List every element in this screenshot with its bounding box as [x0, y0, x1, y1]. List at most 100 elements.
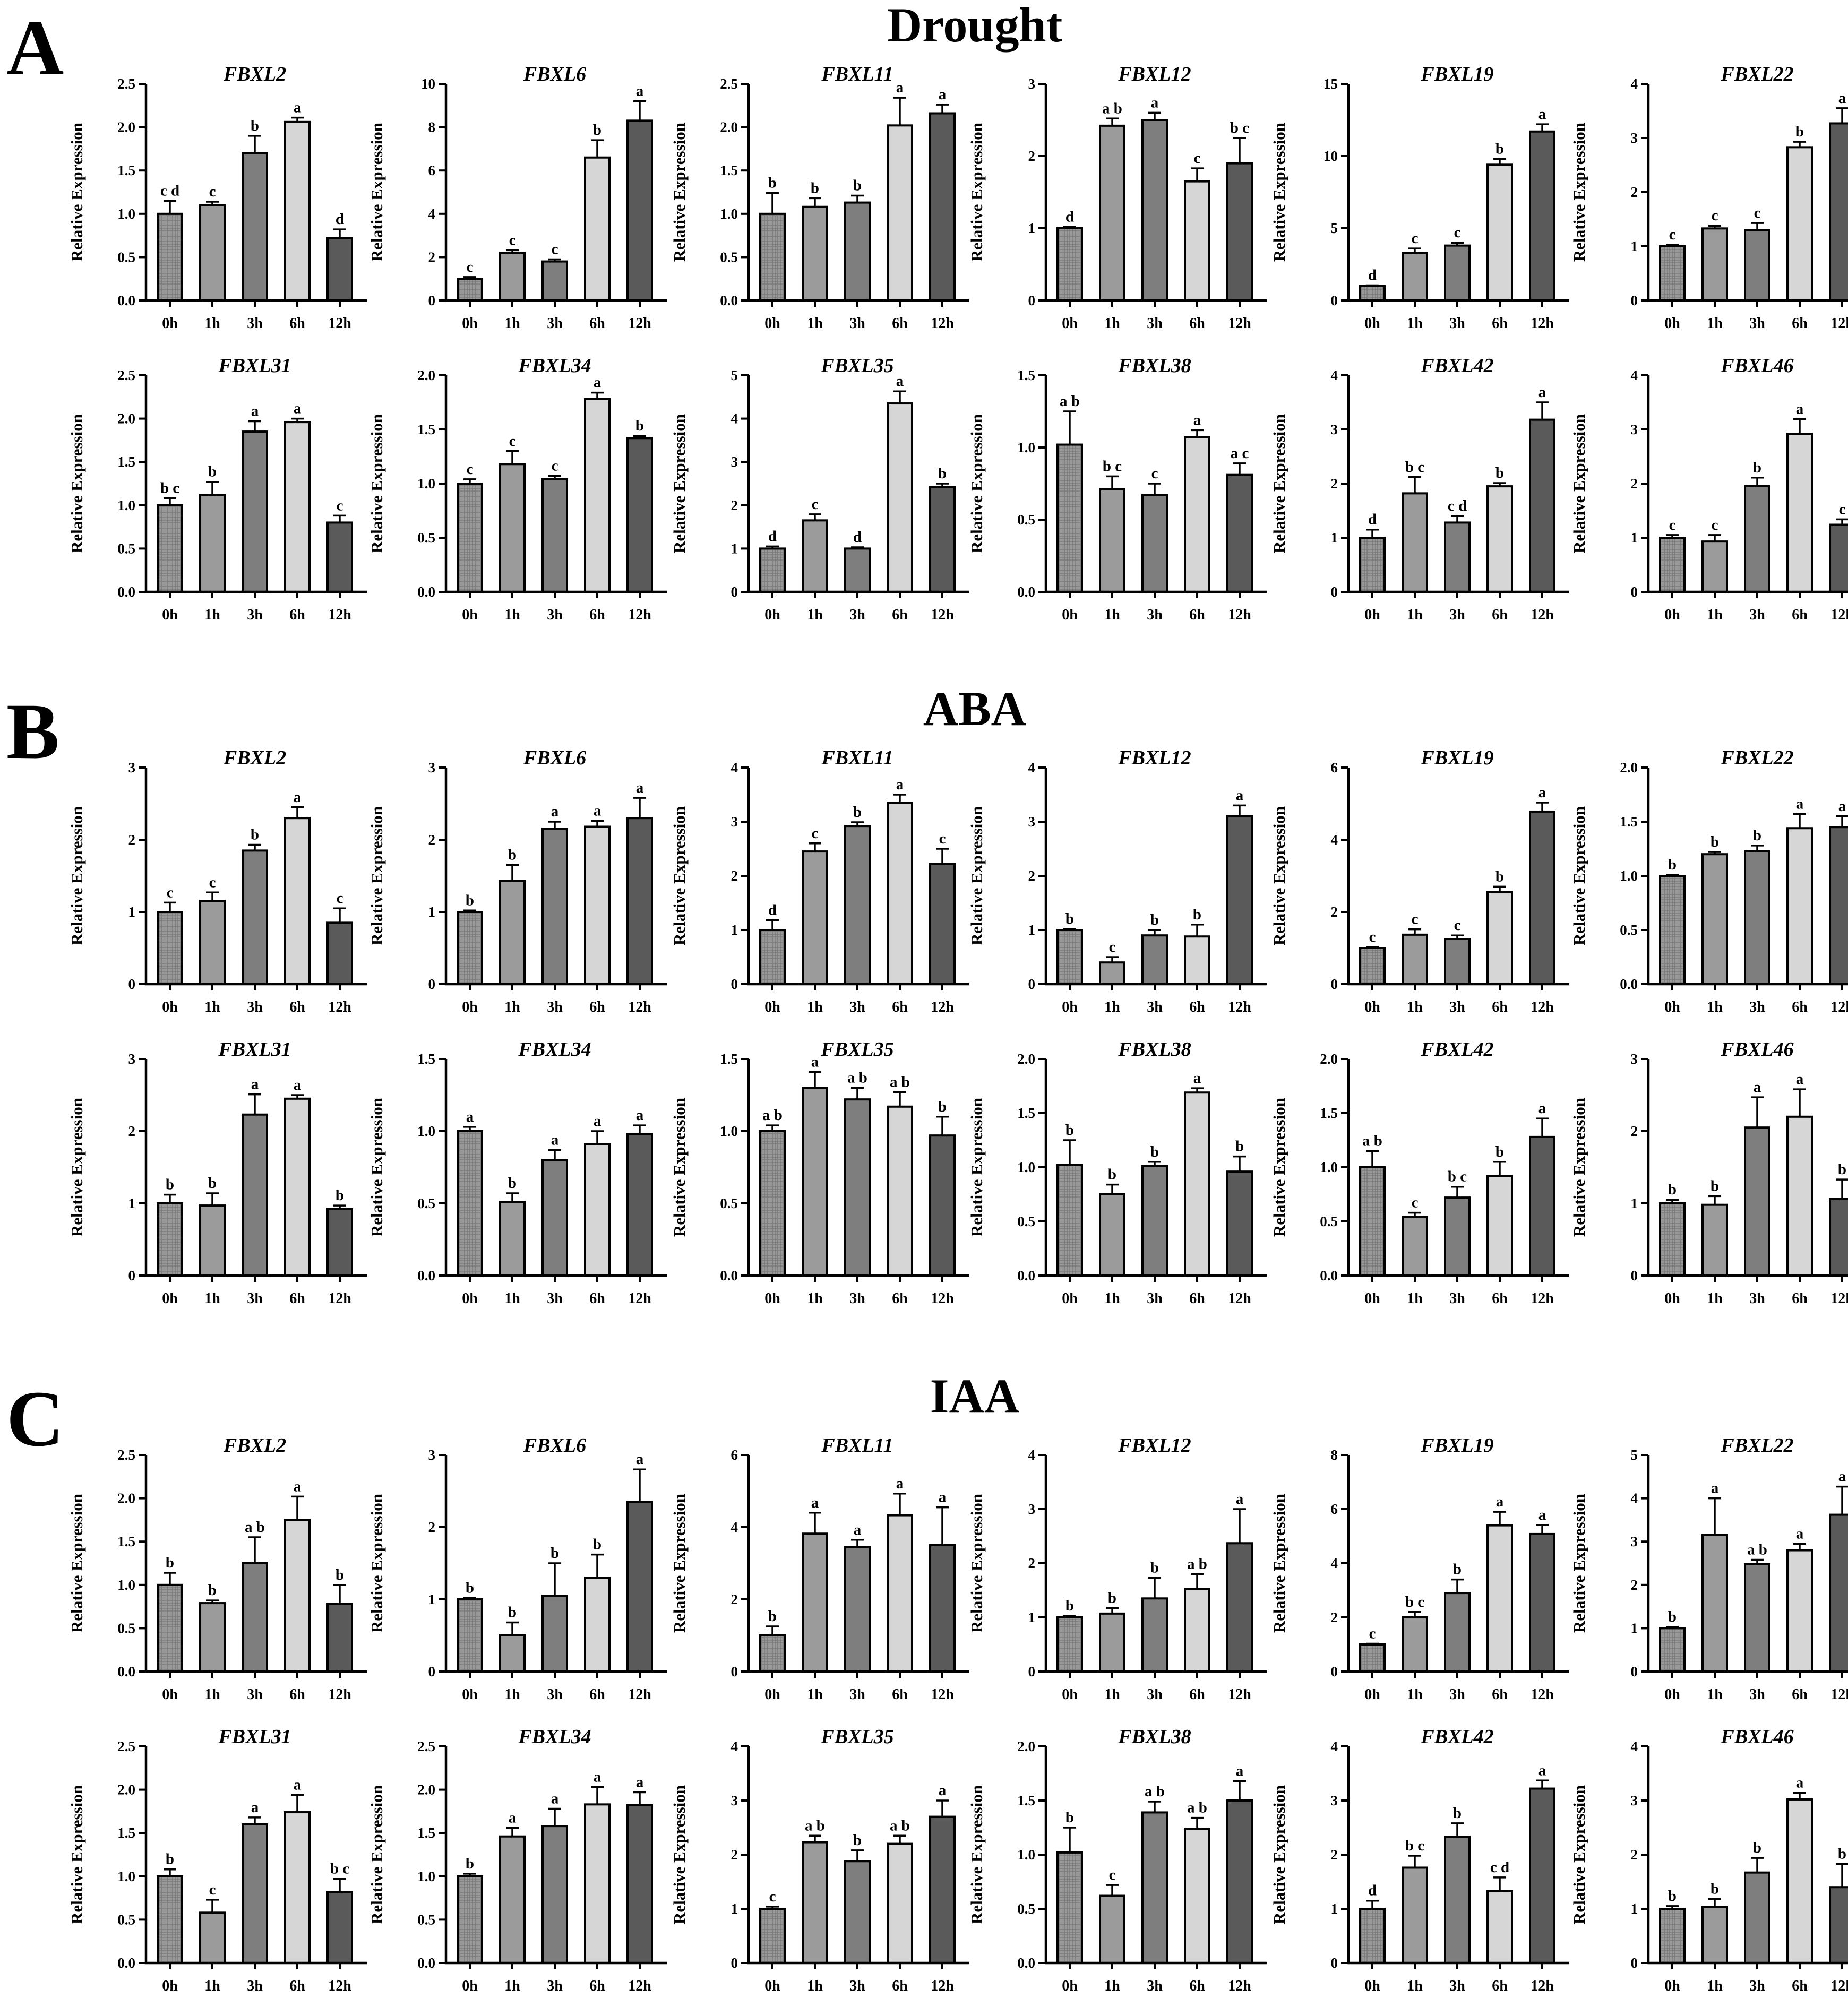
bar [157, 212, 183, 302]
significance-letter: c [1412, 230, 1419, 247]
x-tick-label: 3h [547, 999, 563, 1015]
bar [1744, 850, 1770, 985]
x-tick-label: 3h [1449, 1686, 1465, 1703]
y-axis-title: Relative Expression [67, 806, 86, 945]
chart-fbxl38: FBXL38 Relative Expression b 0h b 1h b 3h a 6h b 12… [967, 1038, 1267, 1307]
significance-letter: a [1711, 1480, 1719, 1497]
bar [199, 204, 226, 302]
bar [242, 430, 268, 593]
x-tick-label: 1h [807, 315, 823, 332]
x-tick-label: 3h [1147, 1978, 1163, 1994]
chart-fbxl42: FBXL42 Relative Expression a b 0h c 1h b c 3h b 6… [1270, 1038, 1569, 1307]
y-tick-label: 0.5 [417, 1911, 435, 1927]
bar [1659, 1202, 1686, 1277]
y-tick-label: 3 [1028, 76, 1036, 92]
chart-fbxl42: FBXL42 Relative Expression d 0h b c 1h c d 3h b 6… [1270, 355, 1569, 623]
y-tick-label: 0.0 [117, 1955, 135, 1971]
bar [1529, 1532, 1555, 1673]
y-tick-label: 1.5 [117, 162, 135, 178]
significance-letter: b [166, 1176, 174, 1193]
x-tick-label: 1h [1104, 999, 1120, 1015]
significance-letter: a [294, 1076, 302, 1093]
bar [1099, 1612, 1125, 1673]
significance-letter: a [1538, 1506, 1546, 1523]
bar [1486, 1175, 1513, 1277]
bar [584, 1577, 611, 1673]
bar [1444, 1592, 1471, 1673]
y-tick-label: 0.5 [117, 1911, 135, 1927]
x-tick-label: 0h [1062, 1290, 1078, 1307]
y-tick-label: 0 [428, 976, 436, 992]
significance-letter: a [1538, 106, 1546, 123]
significance-letter: b c [1448, 1168, 1467, 1185]
bar [759, 929, 786, 985]
y-tick-label: 4 [731, 411, 738, 427]
y-tick-label: 0 [428, 1664, 436, 1679]
y-axis-title: Relative Expression [1270, 806, 1288, 945]
chart-title: FBXL11 [821, 63, 893, 85]
significance-letter: b c [160, 480, 179, 497]
x-tick-label: 3h [849, 1978, 865, 1994]
significance-letter: c [769, 1888, 776, 1905]
significance-letter: b [1753, 1839, 1761, 1856]
significance-letter: a [811, 1494, 819, 1511]
y-tick-label: 0.5 [117, 1620, 135, 1636]
bar [1359, 537, 1386, 593]
y-tick-label: 2.5 [720, 76, 738, 92]
significance-letter: a [896, 776, 904, 793]
x-tick-label: 6h [1792, 1290, 1808, 1307]
significance-letter: a [594, 1769, 601, 1786]
chart-fbxl42: FBXL42 Relative Expression d 0h b c 1h b 3h c d 6… [1270, 1726, 1569, 1994]
y-tick-label: 2.0 [117, 1491, 135, 1506]
bar [1444, 1836, 1471, 1965]
x-tick-label: 3h [849, 999, 865, 1015]
significance-letter: c [509, 433, 516, 450]
y-tick-label: 3 [428, 760, 436, 776]
bar [157, 504, 183, 593]
y-tick-label: 0.0 [1017, 584, 1035, 600]
bar [1402, 1216, 1428, 1277]
x-tick-label: 6h [589, 1978, 605, 1994]
significance-letter: d [336, 211, 344, 228]
chart-fbxl34: FBXL34 Relative Expression a 0h b 1h a 3h a 6h a 12… [367, 1038, 667, 1307]
y-tick-label: 2.5 [117, 1447, 135, 1463]
x-tick-label: 3h [247, 1686, 263, 1703]
bar [1099, 1193, 1125, 1277]
bar [1786, 146, 1813, 302]
y-tick-label: 0.5 [417, 1195, 435, 1211]
x-tick-label: 12h [1531, 1978, 1554, 1994]
x-tick-label: 6h [892, 1290, 908, 1307]
y-tick-label: 1.5 [1017, 1793, 1035, 1808]
y-tick-label: 0.5 [720, 1195, 738, 1211]
significance-letter: b [1193, 906, 1201, 923]
significance-letter: b [853, 177, 862, 194]
bar [759, 1634, 786, 1673]
significance-letter: a [636, 1773, 644, 1790]
significance-letter: b [1150, 1143, 1159, 1160]
x-tick-label: 0h [162, 1290, 178, 1307]
y-axis-title: Relative Expression [1570, 414, 1588, 553]
significance-letter: c [812, 496, 819, 513]
chart-fbxl19: FBXL19 Relative Expression c 0h c 1h c 3h b 6h a 12… [1270, 747, 1569, 1015]
chart-fbxl35: FBXL35 Relative Expression c 0h a b 1h b 3h a b 6… [670, 1726, 969, 1994]
significance-letter: a [1796, 401, 1804, 418]
significance-letter: a [466, 1108, 474, 1125]
x-tick-label: 3h [1749, 1686, 1765, 1703]
bar [844, 1860, 871, 1964]
significance-letter: a [939, 86, 947, 103]
bar [1701, 853, 1728, 985]
x-tick-label: 0h [162, 607, 178, 623]
bar [541, 828, 568, 985]
significance-letter: d [1368, 1882, 1377, 1899]
bar [626, 817, 653, 985]
y-tick-label: 2 [731, 1847, 738, 1863]
bar [887, 124, 913, 302]
y-tick-label: 1.5 [417, 1051, 435, 1067]
significance-letter: b [336, 1187, 344, 1204]
y-tick-label: 0 [1631, 1268, 1638, 1284]
bar [802, 1087, 828, 1277]
bar [887, 802, 913, 986]
x-tick-label: 3h [1749, 1978, 1765, 1994]
bar [457, 278, 483, 302]
significance-letter: c [167, 884, 174, 901]
